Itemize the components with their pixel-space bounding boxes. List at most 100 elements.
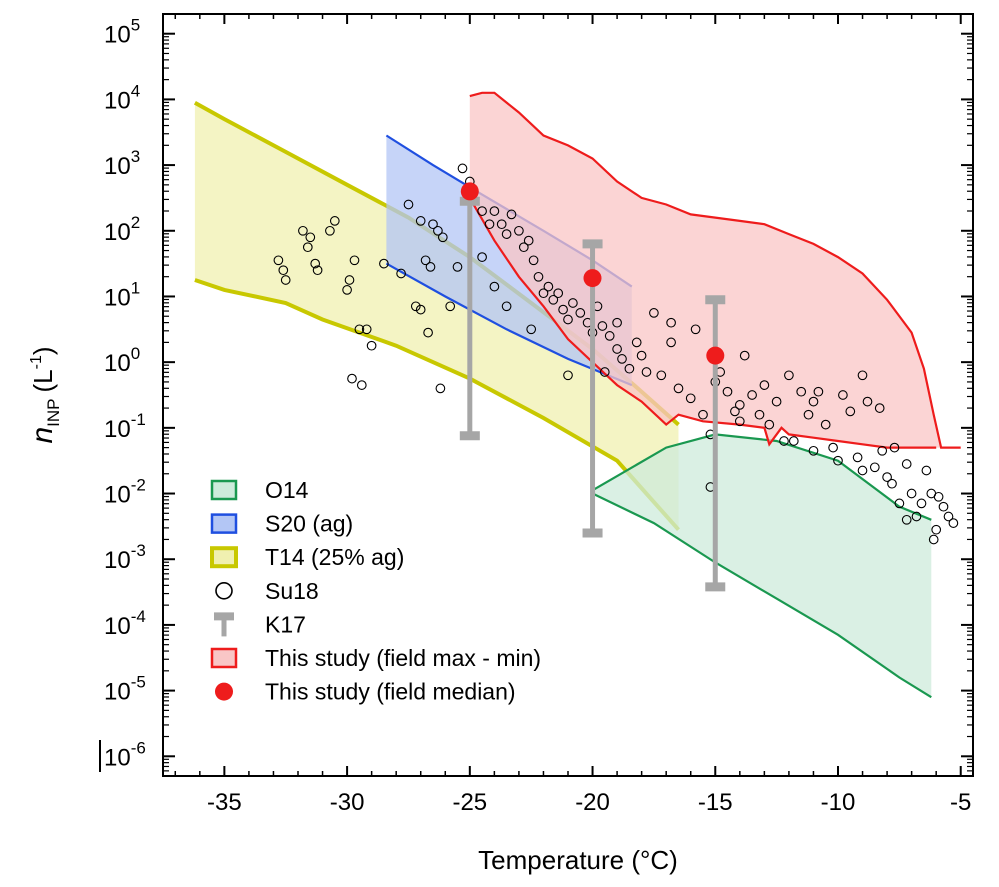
x-tick-label-3: -20 <box>575 789 610 816</box>
axes: -35 -30 -25 -20 -15 -10 -5 10-6 10-5 10-4 10-3 10-2… <box>99 13 974 816</box>
legend-entry-o14: O14 <box>210 477 309 503</box>
su18-point-78 <box>739 350 750 361</box>
legend-entry-t14: T14 (25% ag) <box>210 544 404 570</box>
su18-point-45 <box>533 271 544 282</box>
median-point-0 <box>460 182 479 201</box>
this-study-field-max-min-band-upper <box>469 91 961 449</box>
su18-point-77 <box>734 416 745 427</box>
legend-label-median: This study (field median) <box>265 679 516 705</box>
y-tick-label-9: 103 <box>104 147 140 180</box>
su18-point-7 <box>312 265 323 276</box>
su18-point-101 <box>882 472 892 482</box>
su18-point-44 <box>528 255 539 266</box>
su18-point-59 <box>612 344 622 354</box>
su18-point-79 <box>747 390 757 400</box>
legend-entry-range: This study (field max - min) <box>210 645 541 671</box>
su18-point-113 <box>943 511 954 522</box>
su18-point-16 <box>347 373 357 384</box>
su18-point-121 <box>489 281 500 292</box>
su18-point-24 <box>425 262 436 272</box>
su18-point-53 <box>575 308 586 318</box>
su18-point-111 <box>933 491 944 502</box>
y-axis-title-unit-open: (L <box>28 369 58 392</box>
su18-point-100 <box>877 445 888 456</box>
su18-point-11 <box>344 275 355 285</box>
legend-swatch-su18 <box>215 581 233 600</box>
o14-band-fill <box>592 434 932 698</box>
su18-point-119 <box>526 324 537 335</box>
y-axis-title-unit-exp: -1 <box>28 355 45 369</box>
su18-point-32 <box>457 163 468 174</box>
s20-ag-band-lower <box>385 262 633 387</box>
median-point-1 <box>583 269 602 288</box>
legend-entry-k17: K17 <box>214 611 306 637</box>
su18-point-97 <box>857 465 868 476</box>
legend-swatch-t14 <box>210 546 238 569</box>
median-points <box>460 182 725 365</box>
su18-point-116 <box>874 403 885 413</box>
su18-point-90 <box>813 386 824 397</box>
legend-label-o14: O14 <box>265 477 309 503</box>
su18-point-12 <box>349 255 360 266</box>
su18-point-61 <box>624 363 635 374</box>
su18-point-84 <box>779 436 789 446</box>
x-tick-label-2: -25 <box>452 789 487 816</box>
su18-point-102 <box>887 478 897 489</box>
su18-point-131 <box>928 534 939 545</box>
legend-swatch-median <box>215 682 233 701</box>
y-tick-label-0: 10-6 <box>104 738 146 771</box>
x-tick-label-4: -15 <box>698 789 733 816</box>
su18-point-62 <box>631 337 642 348</box>
su18-point-76 <box>730 406 740 417</box>
su18-point-85 <box>784 370 794 381</box>
y-tick-label-10: 104 <box>104 81 140 114</box>
su18-point-94 <box>838 390 848 400</box>
su18-point-82 <box>764 419 775 430</box>
legend-label-su18: Su18 <box>265 578 319 604</box>
t14-25-ag-band-fill <box>194 102 679 530</box>
su18-point-1 <box>278 265 289 276</box>
x-axis-title: Temperature (°C) <box>478 845 678 875</box>
su18-point-112 <box>938 501 949 512</box>
su18-point-63 <box>636 350 647 361</box>
su18-point-30 <box>445 301 456 312</box>
su18-point-22 <box>415 216 426 226</box>
su18-point-18 <box>379 258 389 269</box>
su18-point-66 <box>656 370 667 381</box>
x-tick-label-5: -10 <box>821 789 856 816</box>
su18-point-41 <box>514 225 524 236</box>
data-points <box>273 163 959 545</box>
su18-point-35 <box>477 206 487 216</box>
su18-point-107 <box>916 498 927 509</box>
su18-point-10 <box>342 285 352 295</box>
su18-point-5 <box>305 232 316 243</box>
legend-entry-median: This study (field median) <box>215 679 516 705</box>
y-tick-label-8: 102 <box>104 213 140 246</box>
median-point-2 <box>706 346 725 365</box>
su18-point-43 <box>523 235 534 246</box>
su18-point-4 <box>302 242 313 253</box>
su18-point-31 <box>435 383 446 394</box>
su18-point-91 <box>820 419 831 430</box>
legend-label-range: This study (field max - min) <box>265 645 541 671</box>
su18-point-48 <box>548 294 559 305</box>
su18-point-87 <box>796 386 807 397</box>
su18-point-96 <box>852 452 863 463</box>
x-tick-label-0: -35 <box>207 789 242 816</box>
x-tick-label-1: -30 <box>330 789 365 816</box>
su18-point-3 <box>298 225 308 236</box>
y-tick-label-6: 100 <box>104 344 140 377</box>
su18-point-60 <box>617 354 627 364</box>
su18-point-50 <box>558 304 568 315</box>
su18-point-86 <box>788 436 799 446</box>
su18-point-49 <box>553 288 564 299</box>
su18-point-126 <box>612 317 622 328</box>
su18-point-103 <box>894 498 905 509</box>
su18-point-57 <box>597 321 608 331</box>
su18-point-106 <box>911 511 922 522</box>
y-tick-label-7: 101 <box>104 278 140 311</box>
legend-label-k17: K17 <box>265 611 306 637</box>
su18-point-29 <box>437 232 448 243</box>
su18-point-122 <box>477 252 487 262</box>
